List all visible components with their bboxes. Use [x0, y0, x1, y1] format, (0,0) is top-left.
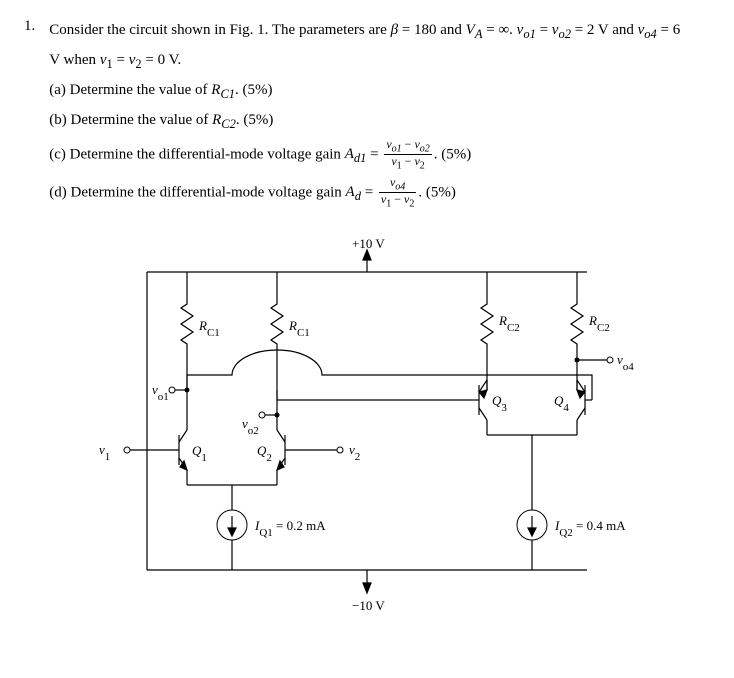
intro-line-1: Consider the circuit shown in Fig. 1. Th… — [49, 18, 710, 44]
problem-block: 1. Consider the circuit shown in Fig. 1.… — [24, 18, 710, 214]
part-a: (a) Determine the value of RC1. (5%) — [49, 78, 710, 104]
bottom-rail-label: −10 V — [352, 598, 385, 613]
rc1-label-left: RC1 — [198, 318, 220, 339]
fraction-d: vo4 v1 − v2 — [379, 176, 416, 210]
rc2-label-left: RC2 — [498, 313, 520, 334]
iq1-label: IQ1 = 0.2 mA — [254, 518, 326, 539]
circuit-svg: +10 V RC1 RC1 RC2 RC2 vo1 vo2 vo4 Q1 v1 … — [87, 230, 647, 630]
vo1-label: vo1 — [152, 382, 169, 403]
part-b: (b) Determine the value of RC2. (5%) — [49, 108, 710, 134]
v2-label: v2 — [349, 442, 360, 463]
q4-label: Q4 — [554, 393, 569, 414]
fraction-c: vo1 − vo2 v1 − v2 — [384, 138, 431, 172]
q1-label: Q1 — [192, 443, 207, 464]
vo4-label: vo4 — [617, 352, 634, 373]
transistor-q2 — [277, 430, 312, 470]
top-rail-label: +10 V — [352, 236, 385, 251]
q2-label: Q2 — [257, 443, 272, 464]
vo2-label: vo2 — [242, 416, 259, 437]
transistor-q4 — [577, 380, 592, 420]
v1-label: v1 — [99, 442, 110, 463]
transistor-q1 — [152, 430, 187, 470]
part-d: (d) Determine the differential-mode volt… — [49, 176, 710, 210]
problem-content: Consider the circuit shown in Fig. 1. Th… — [49, 18, 710, 214]
iq2-label: IQ2 = 0.4 mA — [554, 518, 626, 539]
rc2-label-right: RC2 — [588, 313, 610, 334]
part-c: (c) Determine the differential-mode volt… — [49, 138, 710, 172]
rc1-label-right: RC1 — [288, 318, 310, 339]
intro-line-2: V when v1 = v2 = 0 V. — [49, 48, 710, 74]
q3-label: Q3 — [492, 393, 507, 414]
circuit-figure: +10 V RC1 RC1 RC2 RC2 vo1 vo2 vo4 Q1 v1 … — [24, 230, 710, 635]
transistor-q3 — [472, 380, 487, 420]
problem-number: 1. — [24, 18, 35, 214]
